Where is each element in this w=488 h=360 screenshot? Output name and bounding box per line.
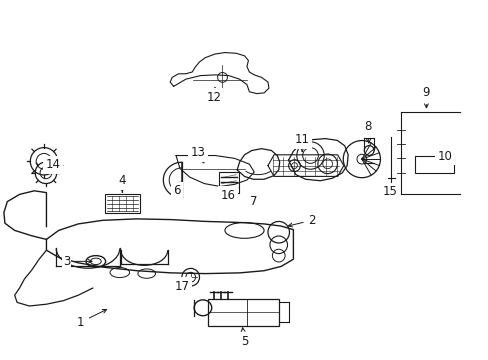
Bar xyxy=(105,194,140,213)
Bar xyxy=(414,156,453,173)
Text: 10: 10 xyxy=(437,150,451,163)
Text: 1: 1 xyxy=(77,310,106,329)
Text: 8: 8 xyxy=(363,120,371,143)
Text: 9: 9 xyxy=(422,86,429,108)
Text: 5: 5 xyxy=(240,328,248,348)
Text: 12: 12 xyxy=(206,87,221,104)
Circle shape xyxy=(356,154,366,164)
Bar xyxy=(207,299,278,326)
Text: 4: 4 xyxy=(118,174,126,192)
Text: 3: 3 xyxy=(62,255,92,268)
Text: 11: 11 xyxy=(294,133,309,152)
Bar xyxy=(219,172,238,193)
Text: 14: 14 xyxy=(45,158,63,171)
Text: 16: 16 xyxy=(220,189,235,202)
Text: 13: 13 xyxy=(190,147,205,163)
Text: 6: 6 xyxy=(173,182,181,197)
Text: 17: 17 xyxy=(174,280,189,293)
Text: 15: 15 xyxy=(382,185,397,198)
Text: 7: 7 xyxy=(249,195,257,208)
Text: 2: 2 xyxy=(288,214,315,227)
